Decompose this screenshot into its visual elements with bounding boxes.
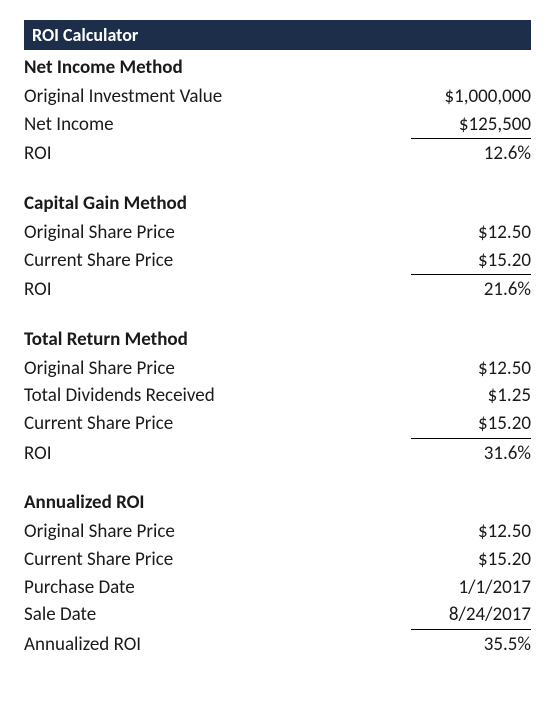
row-value: $125,500	[411, 112, 531, 140]
row-value: $1.25	[411, 383, 531, 409]
section-annualized: Annualized ROI Original Share Price $12.…	[24, 491, 531, 658]
row-value: $1,000,000	[411, 84, 531, 110]
row-value: 21.6%	[411, 277, 531, 303]
row-value: $12.50	[411, 220, 531, 246]
row-label: Net Income	[24, 112, 114, 138]
row-label: Total Dividends Received	[24, 383, 215, 409]
row-label: Original Share Price	[24, 519, 175, 545]
row-label: Current Share Price	[24, 248, 173, 274]
header-title: ROI Calculator	[32, 24, 138, 46]
table-row: Current Share Price $15.20	[24, 546, 531, 574]
row-value: 12.6%	[411, 141, 531, 167]
section-capital-gain: Capital Gain Method Original Share Price…	[24, 192, 531, 304]
section-net-income: Net Income Method Original Investment Va…	[24, 56, 531, 168]
table-row: ROI 21.6%	[24, 276, 531, 304]
row-label: Purchase Date	[24, 575, 135, 601]
table-row: Current Share Price $15.20	[24, 410, 531, 440]
row-label: Current Share Price	[24, 547, 173, 573]
row-value: 35.5%	[411, 632, 531, 658]
row-value: 1/1/2017	[411, 575, 531, 601]
row-value: $12.50	[411, 519, 531, 545]
section-title: Net Income Method	[24, 56, 531, 79]
table-row: Purchase Date 1/1/2017	[24, 574, 531, 602]
row-label: Current Share Price	[24, 411, 173, 437]
table-row: ROI 31.6%	[24, 440, 531, 468]
section-title: Annualized ROI	[24, 491, 531, 514]
calculator-header: ROI Calculator	[24, 20, 531, 50]
row-value: $15.20	[411, 248, 531, 276]
row-label: Sale Date	[24, 602, 96, 628]
table-row: Sale Date 8/24/2017	[24, 601, 531, 631]
table-row: Original Investment Value $1,000,000	[24, 83, 531, 111]
row-value: $15.20	[411, 411, 531, 439]
row-value: 31.6%	[411, 441, 531, 467]
row-label: ROI	[24, 277, 52, 303]
row-value: $15.20	[411, 547, 531, 573]
section-title: Total Return Method	[24, 328, 531, 351]
row-value: 8/24/2017	[411, 602, 531, 630]
row-value: $12.50	[411, 356, 531, 382]
table-row: Net Income $125,500	[24, 111, 531, 141]
table-row: Annualized ROI 35.5%	[24, 631, 531, 659]
row-label: Original Share Price	[24, 356, 175, 382]
row-label: Original Share Price	[24, 220, 175, 246]
section-title: Capital Gain Method	[24, 192, 531, 215]
table-row: Original Share Price $12.50	[24, 219, 531, 247]
table-row: ROI 12.6%	[24, 140, 531, 168]
table-row: Original Share Price $12.50	[24, 518, 531, 546]
table-row: Total Dividends Received $1.25	[24, 382, 531, 410]
row-label: Annualized ROI	[24, 632, 141, 658]
section-total-return: Total Return Method Original Share Price…	[24, 328, 531, 468]
table-row: Original Share Price $12.50	[24, 355, 531, 383]
row-label: ROI	[24, 141, 52, 167]
row-label: ROI	[24, 441, 52, 467]
row-label: Original Investment Value	[24, 84, 222, 110]
table-row: Current Share Price $15.20	[24, 247, 531, 277]
